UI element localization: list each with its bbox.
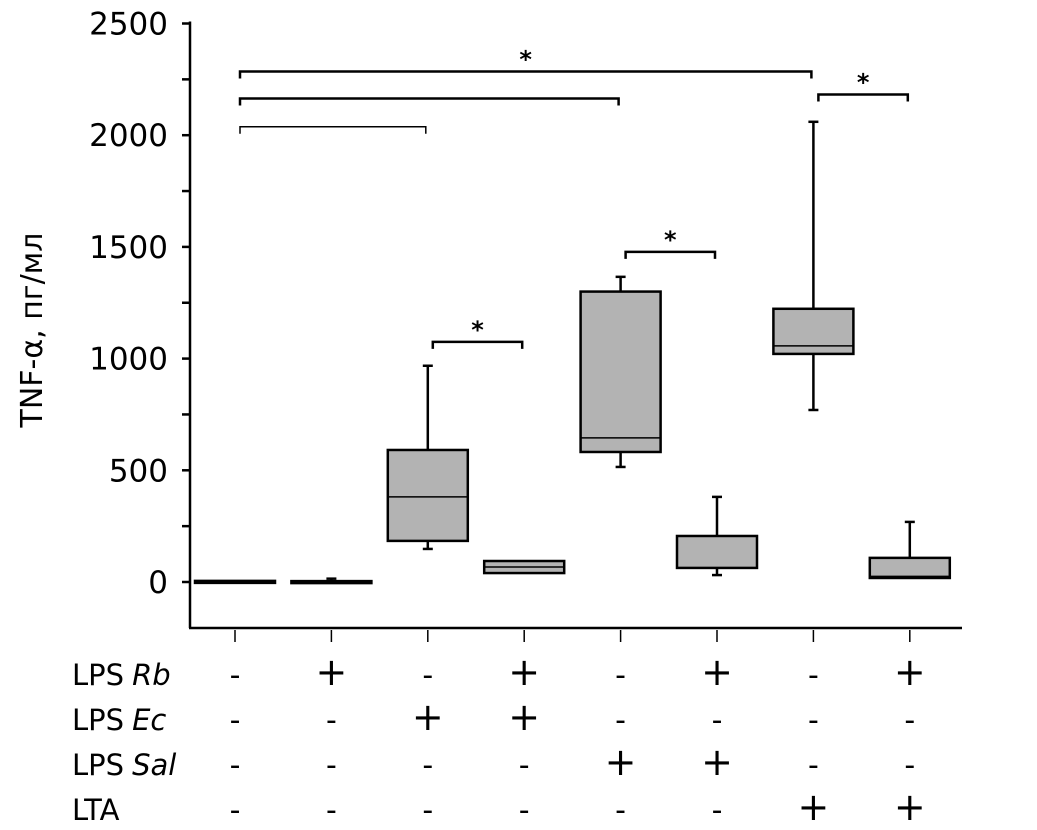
box [579,290,662,454]
condition-value: - [519,748,530,783]
condition-value: + [508,650,540,694]
y-tick-label: 500 [109,453,168,489]
significance-bracket [817,93,910,102]
condition-value: - [712,703,723,738]
condition-value: - [230,793,241,828]
condition-italic: Ec [132,703,166,737]
condition-value: - [326,703,337,738]
condition-value: + [605,740,637,784]
condition-value: + [797,785,829,829]
condition-value: - [808,703,819,738]
condition-value: - [326,793,337,828]
significance-star: * [664,226,677,254]
significance-bracket [431,340,524,349]
condition-value: - [230,658,241,693]
condition-value: + [701,740,733,784]
y-tick-label: 2000 [89,118,168,154]
significance-bracket [624,250,717,259]
condition-value: - [422,793,433,828]
condition-value: - [808,658,819,693]
condition-name: LPS [72,658,124,692]
condition-value: - [615,658,626,693]
y-tick-label: 1500 [89,230,168,266]
condition-value: - [519,793,530,828]
condition-label: LPS Sal [72,748,176,782]
condition-value: - [422,658,433,693]
condition-name: LPS [72,703,124,737]
condition-label: LPS Rb [72,658,171,692]
condition-value: + [412,695,444,739]
significance-bracket [238,97,620,106]
significance-star: * [857,69,870,97]
condition-name: LPS [72,748,124,782]
condition-italic: Sal [132,748,176,782]
condition-value: - [230,748,241,783]
condition-value: - [808,748,819,783]
condition-value: + [894,650,926,694]
significance-bracket [239,125,427,134]
condition-label: LTA [72,793,120,827]
condition-label: LPS Ec [72,703,166,737]
significance-star: * [519,46,532,74]
y-tick-label: 0 [148,565,168,601]
significance-star: * [471,316,484,344]
condition-italic: Rb [132,658,171,692]
condition-value: - [230,703,241,738]
box [772,307,855,356]
condition-value: + [508,695,540,739]
box [675,534,759,570]
condition-value: - [422,748,433,783]
condition-value: - [615,703,626,738]
box [386,448,470,543]
condition-value: - [326,748,337,783]
y-tick-label: 1000 [89,342,168,378]
significance-bracket [238,70,813,79]
y-tick-label: 2500 [89,7,168,43]
condition-value: - [615,793,626,828]
condition-value: + [894,785,926,829]
condition-value: - [712,793,723,828]
box [868,556,952,580]
condition-name: LTA [72,793,120,827]
y-axis-label: TNF-α, пг/мл [15,233,50,429]
condition-value: - [904,748,915,783]
condition-value: - [904,703,915,738]
condition-value: + [701,650,733,694]
condition-value: + [315,650,347,694]
